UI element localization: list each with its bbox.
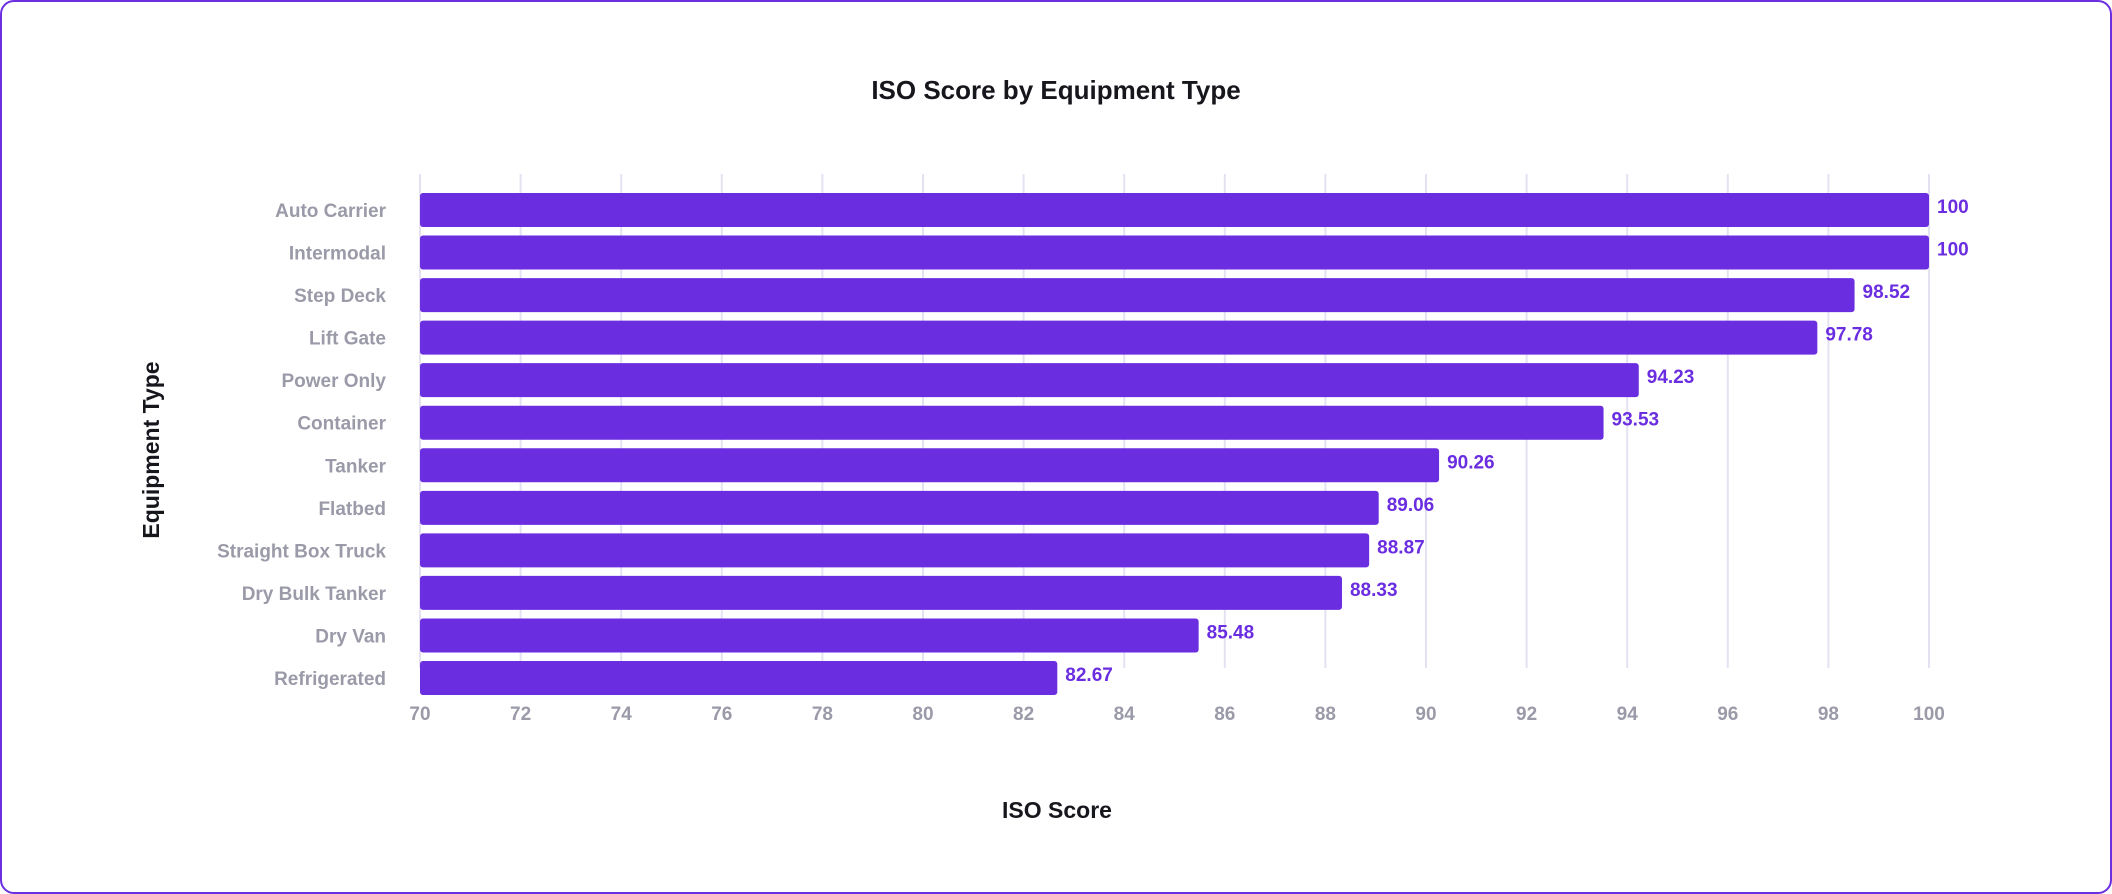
bars [420, 193, 1929, 695]
x-tick-label: 98 [1818, 704, 1839, 725]
bar [420, 448, 1440, 483]
category-labels: Auto Carrier Intermodal Step Deck Lift Gate… [217, 201, 387, 690]
bar-value-label: 85.48 [1207, 622, 1255, 643]
bar-value-label: 98.52 [1863, 282, 1911, 303]
bar [420, 490, 1379, 525]
y-axis-title: Equipment Type [138, 361, 164, 538]
bar [420, 533, 1370, 568]
y-category-label: Dry Van [315, 626, 386, 647]
y-category-label: Step Deck [294, 286, 386, 307]
x-tick-label: 70 [409, 704, 430, 725]
bar-value-label: 94.23 [1647, 367, 1695, 388]
x-tick-label: 84 [1114, 704, 1136, 725]
y-category-label: Flatbed [318, 499, 386, 520]
bar-value-label: 82.67 [1065, 665, 1113, 686]
bar [420, 575, 1342, 610]
y-category-label: Auto Carrier [275, 201, 386, 222]
x-tick-label: 76 [711, 704, 732, 725]
x-tick-label: 72 [510, 704, 531, 725]
bar [420, 661, 1058, 695]
value-labels: 100 100 98.52 97.78 94.23 93.53 90.26 89.06 88.8… [1065, 197, 1968, 686]
x-tick-label: 90 [1415, 704, 1436, 725]
bar-value-label: 100 [1937, 240, 1969, 261]
bar [420, 363, 1639, 398]
x-axis-title: ISO Score [1002, 797, 1112, 823]
bar-value-label: 93.53 [1612, 410, 1660, 431]
bar-value-label: 88.87 [1377, 537, 1425, 558]
x-tick-label: 94 [1617, 704, 1639, 725]
bar [420, 405, 1604, 440]
bar [420, 235, 1929, 270]
x-tick-label: 80 [912, 704, 933, 725]
bar-value-label: 100 [1937, 197, 1969, 218]
x-tick-label: 88 [1315, 704, 1336, 725]
y-category-label: Tanker [325, 456, 387, 477]
y-category-label: Container [297, 414, 386, 435]
bar-value-label: 88.33 [1350, 580, 1398, 601]
bar [420, 278, 1855, 313]
x-tick-label: 86 [1214, 704, 1235, 725]
x-tick-labels: 70 72 74 76 78 80 82 84 86 88 90 92 94 96 98 100 [409, 704, 1944, 725]
bar [420, 320, 1818, 355]
x-tick-label: 100 [1913, 704, 1945, 725]
bar-value-label: 97.78 [1825, 325, 1873, 346]
bar-value-label: 89.06 [1387, 495, 1435, 516]
y-category-label: Refrigerated [274, 669, 386, 690]
y-category-label: Power Only [281, 371, 386, 392]
x-tick-label: 82 [1013, 704, 1034, 725]
x-tick-label: 96 [1717, 704, 1738, 725]
bar [420, 193, 1929, 227]
y-category-label: Lift Gate [309, 329, 386, 350]
bar [420, 618, 1199, 653]
x-tick-label: 92 [1516, 704, 1537, 725]
x-tick-label: 78 [812, 704, 833, 725]
x-tick-label: 74 [611, 704, 633, 725]
y-category-label: Straight Box Truck [217, 541, 386, 562]
chart-title: ISO Score by Equipment Type [871, 75, 1240, 105]
bar-value-label: 90.26 [1447, 452, 1495, 473]
y-category-label: Dry Bulk Tanker [242, 584, 387, 605]
y-category-label: Intermodal [289, 244, 386, 265]
